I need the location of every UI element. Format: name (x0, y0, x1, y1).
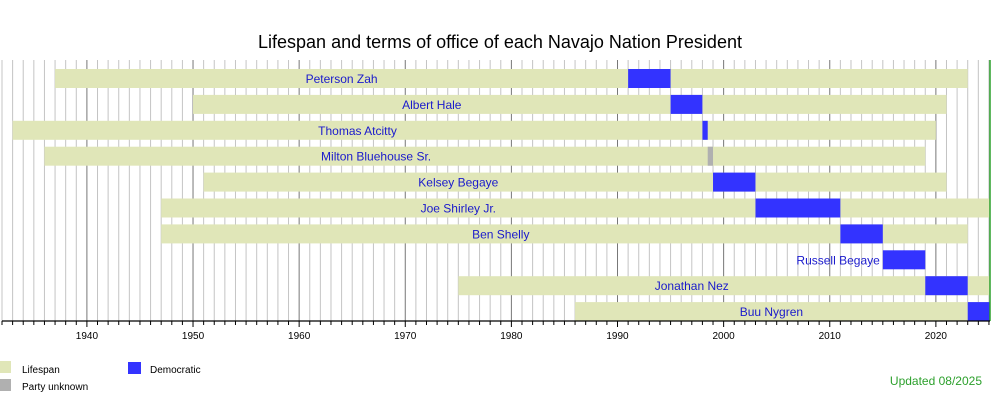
lifespan-bar (193, 94, 947, 114)
bars: Peterson Zah Albert Hale Thomas Atcitty Mil… (12, 60, 991, 322)
lifespan-bar (12, 120, 936, 140)
chart-title: Lifespan and terms of office of each Nav… (258, 32, 742, 52)
legend-swatch-democratic (128, 362, 141, 374)
president-name-label: Ben Shelly (472, 227, 529, 241)
president-name-label: Albert Hale (402, 98, 462, 112)
term-bar (882, 250, 926, 270)
president-name-label: Joe Shirley Jr. (421, 202, 496, 216)
president-name-label: Peterson Zah (306, 72, 378, 86)
legend-label-lifespan: Lifespan (22, 365, 60, 376)
term-bar (670, 94, 703, 114)
lifespan-bar (161, 224, 968, 244)
lifespan-bar (44, 146, 926, 166)
updated-note: Updated 08/2025 (890, 374, 982, 388)
x-tick-label: 2020 (925, 331, 948, 342)
president-row: Kelsey Begaye (203, 172, 947, 192)
x-tick-label: 1940 (76, 331, 99, 342)
legend-label-democratic: Democratic (150, 365, 201, 376)
x-tick-label: 1970 (394, 331, 417, 342)
term-bar (628, 69, 671, 88)
president-row: Joe Shirley Jr. (161, 198, 991, 218)
president-name-label: Thomas Atcitty (318, 124, 397, 138)
x-tick-label: 2000 (713, 331, 736, 342)
term-bar (755, 198, 841, 218)
lifespan-bar (203, 172, 947, 192)
term-bar (713, 172, 756, 192)
term-bar (702, 120, 708, 140)
lifespan-bar (458, 276, 990, 296)
legend-swatch-party-unknown (0, 379, 11, 391)
president-row: Russell Begaye (796, 250, 926, 270)
legend-label-party-unknown: Party unknown (22, 382, 88, 393)
x-axis: 1940 1950 1960 1970 1980 1990 2000 2010 2020 (1, 320, 990, 342)
president-name-label: Jonathan Nez (655, 279, 729, 293)
president-row: Ben Shelly (161, 224, 968, 244)
legend: Lifespan Party unknown Democratic (0, 361, 201, 393)
president-name-label: Russell Begaye (796, 253, 880, 267)
president-name-label: Milton Bluehouse Sr. (321, 150, 431, 164)
legend-swatch-lifespan (0, 361, 11, 373)
president-row: Peterson Zah (55, 69, 968, 88)
president-row: Thomas Atcitty (12, 120, 936, 140)
x-tick-label: 2010 (819, 331, 842, 342)
x-tick-label: 1980 (500, 331, 523, 342)
president-name-label: Kelsey Begaye (418, 176, 498, 190)
x-tick-label: 1950 (182, 331, 205, 342)
lifespan-bar (575, 302, 990, 322)
president-row: Jonathan Nez (458, 276, 990, 296)
lifespan-bar (55, 69, 968, 88)
x-tick-label: 1960 (288, 331, 311, 342)
president-name-label: Buu Nygren (740, 305, 803, 319)
term-bar (707, 146, 714, 166)
x-tick-label: 1990 (606, 331, 629, 342)
term-bar (925, 276, 968, 296)
term-bar (967, 302, 990, 322)
president-row: Milton Bluehouse Sr. (44, 146, 926, 166)
lifespan-bar (161, 198, 991, 218)
term-bar (840, 224, 883, 244)
president-row: Albert Hale (193, 94, 947, 114)
president-row: Buu Nygren (575, 302, 990, 322)
